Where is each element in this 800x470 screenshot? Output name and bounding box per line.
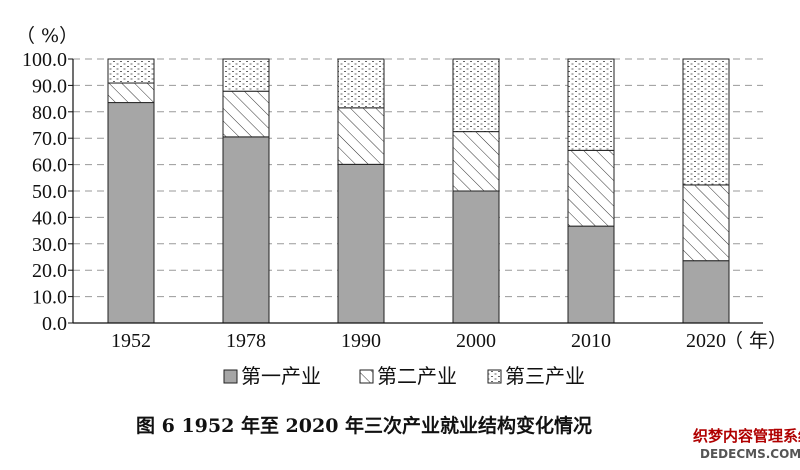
- bar-segment: [222, 136, 270, 324]
- x-tick-label: 2010: [571, 330, 611, 352]
- bar-segment: [337, 58, 385, 109]
- chart-caption: 图 6 1952 年至 2020 年三次产业就业结构变化情况: [136, 414, 592, 437]
- legend-label: 第二产业: [377, 364, 457, 388]
- bar-segment: [107, 82, 155, 104]
- y-tick-label: 50.0: [32, 181, 67, 203]
- legend-label: 第一产业: [241, 364, 321, 388]
- legend-label: 第三产业: [505, 364, 585, 388]
- axes: [72, 59, 763, 324]
- watermark-line1: 织梦内容管理系统: [693, 427, 800, 445]
- x-tick-label: 1990: [341, 330, 381, 352]
- legend-swatch: [487, 369, 502, 384]
- bar-segment: [107, 58, 155, 84]
- x-tick-label: 2020: [686, 330, 726, 352]
- bar-segment: [682, 260, 730, 324]
- y-tick-label: 40.0: [32, 207, 67, 229]
- y-tick-label: 30.0: [32, 234, 67, 256]
- x-unit-label: （ 年）: [724, 330, 787, 352]
- bar-segment: [452, 190, 500, 324]
- y-unit-label: （ %）: [16, 25, 78, 47]
- bar-segment: [452, 131, 500, 192]
- x-tick-labels: 1952 1978 1990 2000 2010 2020: [111, 330, 726, 352]
- legend-swatch: [359, 369, 374, 384]
- bar-segment: [107, 102, 155, 324]
- x-tick-label: 2000: [456, 330, 496, 352]
- bar-segment: [452, 58, 500, 133]
- y-tick-label: 100.0: [22, 49, 67, 71]
- y-tick-labels: 0.0 10.0 20.0 30.0 40.0 50.0 60.0 70.0 80.0 90.0 1…: [22, 49, 73, 335]
- y-tick-label: 60.0: [32, 155, 67, 177]
- watermark-logo: 织梦内容管理系统 DEDECMS.COM: [693, 427, 800, 461]
- y-tick-label: 90.0: [32, 75, 67, 97]
- gridlines: [73, 58, 763, 298]
- y-tick-label: 70.0: [32, 128, 67, 150]
- legend-swatch: [223, 369, 238, 384]
- bar-segment: [682, 58, 730, 186]
- bar-segment: [682, 184, 730, 262]
- y-tick-label: 10.0: [32, 287, 67, 309]
- y-tick-label: 0.0: [42, 313, 67, 335]
- legend: 第一产业 第二产业 第三产业: [223, 364, 585, 388]
- y-tick-label: 80.0: [32, 102, 67, 124]
- x-tick-label: 1978: [226, 330, 266, 352]
- x-tick-label: 1952: [111, 330, 151, 352]
- bar-segment: [567, 149, 615, 227]
- bar-segment: [567, 225, 615, 324]
- watermark-line2: DEDECMS.COM: [700, 447, 800, 461]
- bar-segment: [567, 58, 615, 151]
- bar-segment: [337, 163, 385, 324]
- bar-segment: [222, 90, 270, 138]
- bar-segment: [337, 107, 385, 165]
- bar-segment: [222, 58, 270, 92]
- y-tick-label: 20.0: [32, 260, 67, 282]
- bars: [107, 58, 730, 324]
